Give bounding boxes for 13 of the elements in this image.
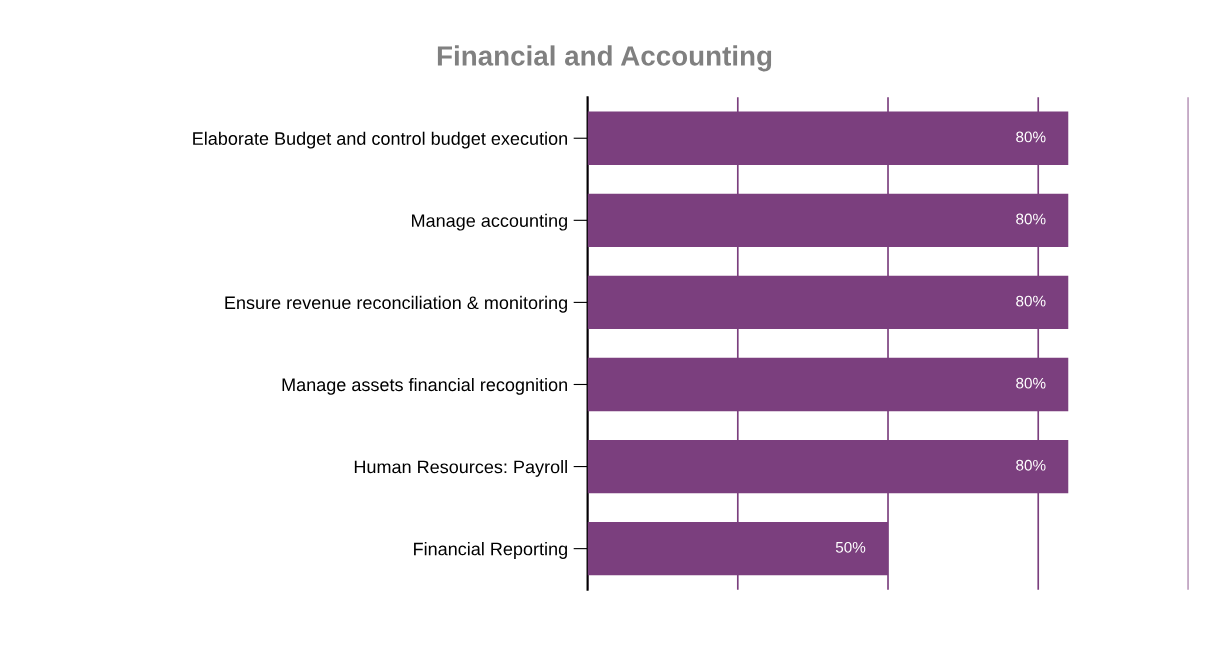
chart-title: Financial and Accounting (437, 45, 772, 72)
data-label: 80% (1016, 295, 1046, 307)
data-label: 80% (1016, 459, 1046, 471)
y-tick-label: Financial Reporting (414, 542, 567, 559)
data-label: 50% (835, 541, 866, 553)
data-label: 80% (1016, 131, 1046, 143)
y-tick-label: Elaborate Budget and control budget execution (193, 131, 567, 149)
data-label: 80% (1016, 213, 1046, 225)
y-tick-label: Ensure revenue reconciliation & monitoring (225, 295, 567, 313)
y-tick-label: Manage accounting (412, 213, 567, 231)
y-tick-label: Manage assets financial recognition (282, 377, 567, 395)
y-tick-label: Human Resources: Payroll (354, 460, 567, 477)
data-label: 80% (1016, 377, 1046, 389)
